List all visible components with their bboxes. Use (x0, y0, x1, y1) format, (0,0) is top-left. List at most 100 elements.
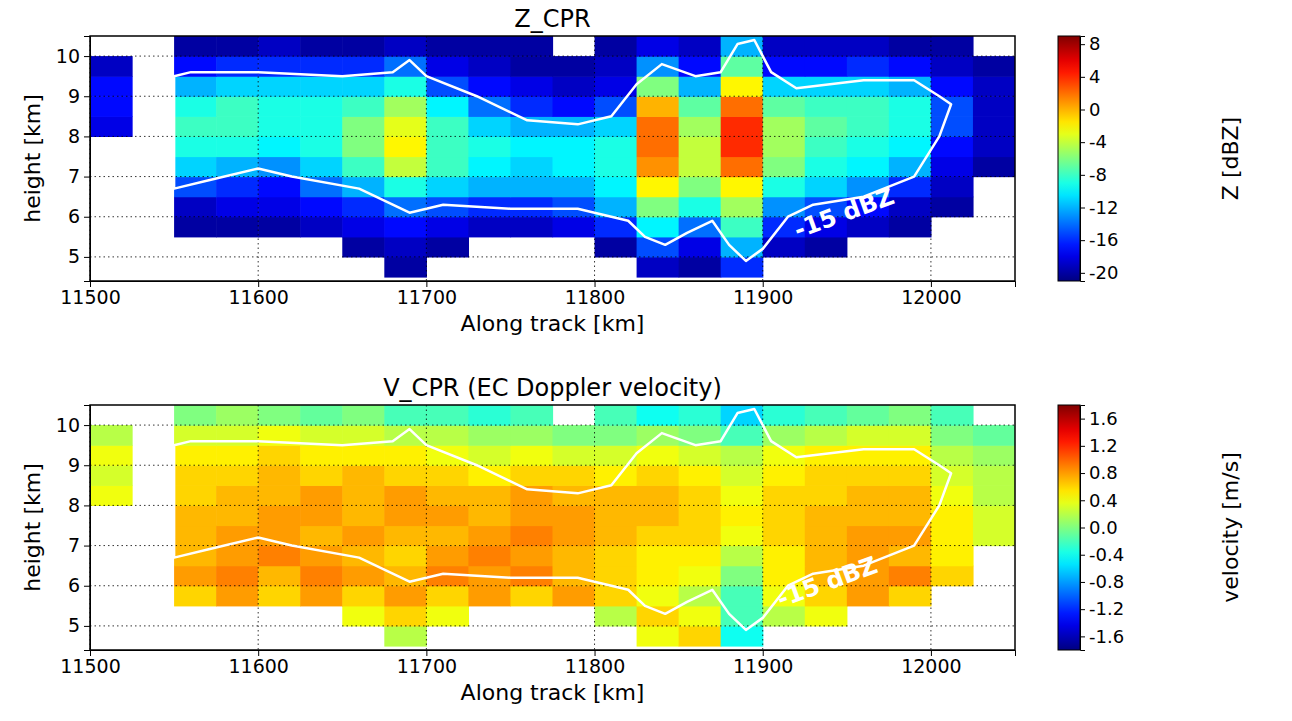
heatmap-cell (595, 505, 638, 526)
tick-mark (84, 177, 90, 178)
heatmap-cell (595, 237, 638, 258)
heatmap-cell (468, 525, 511, 546)
heatmap-cell (342, 156, 385, 177)
heatmap-cell (721, 485, 764, 506)
grid-line-x (930, 405, 931, 650)
heatmap-cell (468, 485, 511, 506)
heatmap-cell (931, 425, 974, 446)
heatmap-cell (510, 197, 553, 218)
heatmap-cell (637, 566, 680, 587)
y-axis: 5678910 (56, 406, 91, 651)
tick-mark (1080, 636, 1085, 637)
tick: 7 (68, 165, 90, 187)
heatmap-cell (595, 76, 638, 97)
heatmap-cell (174, 505, 217, 526)
heatmap-cell (679, 257, 722, 278)
heatmap-cell (637, 257, 680, 278)
heatmap-cell (510, 405, 553, 426)
tick: -1.2 (1080, 598, 1124, 619)
heatmap-cell (384, 626, 427, 647)
tick-label: 9 (68, 454, 80, 476)
heatmap-cell (216, 586, 259, 607)
heatmap-cell (468, 405, 511, 426)
tick-label: 8 (1089, 33, 1100, 54)
heatmap-cell (931, 96, 974, 117)
heatmap-cell (595, 606, 638, 627)
heatmap-cell (90, 116, 133, 137)
tick-label: 8 (68, 125, 80, 147)
heatmap-cell (721, 546, 764, 567)
tick-label: 9 (68, 85, 80, 107)
heatmap-cell (258, 586, 301, 607)
heatmap-cell (258, 197, 301, 218)
heatmap-cell (174, 116, 217, 137)
heatmap-cell (174, 36, 217, 57)
heatmap-cell (595, 96, 638, 117)
heatmap-cell (510, 96, 553, 117)
heatmap-cell (384, 465, 427, 486)
heatmap-cell (679, 626, 722, 647)
heatmap-cell (426, 217, 469, 238)
tick: 10 (56, 45, 90, 67)
x-axis-title: Along track [km] (461, 680, 645, 705)
tick: 11600 (228, 281, 288, 308)
heatmap-cell (805, 116, 848, 137)
tick-label: 11600 (228, 286, 288, 308)
heatmap-cell (468, 56, 511, 77)
tick-mark (1080, 500, 1085, 501)
heatmap-cell (721, 566, 764, 587)
heatmap-cell (595, 586, 638, 607)
grid-line-y (90, 625, 1015, 626)
heatmap-cell (721, 217, 764, 238)
tick-label: 11900 (733, 655, 793, 677)
heatmap-cell (973, 465, 1015, 486)
heatmap-cell (553, 525, 596, 546)
heatmap-cell (300, 36, 343, 57)
colorbar-title: velocity [m/s] (1218, 452, 1243, 602)
tick-label: -0.8 (1089, 571, 1124, 592)
heatmap-cell (384, 546, 427, 567)
tick: 4 (1080, 66, 1100, 87)
tick-label: -12 (1089, 197, 1118, 218)
contour-layer (174, 40, 951, 261)
heatmap-cell (426, 465, 469, 486)
heatmap-cell (426, 96, 469, 117)
heatmap-cell (174, 465, 217, 486)
heatmap-cell (637, 505, 680, 526)
grid-line-x (426, 36, 427, 281)
heatmap-cell (300, 465, 343, 486)
heatmap-cell (174, 217, 217, 238)
heatmap-cell (216, 36, 259, 57)
heatmap-cell (342, 405, 385, 426)
plot-area (90, 405, 1015, 647)
heatmap-cell (426, 425, 469, 446)
heatmap-cell (342, 606, 385, 627)
heatmap-cell (300, 566, 343, 587)
heatmap-cell (426, 177, 469, 198)
tick-mark (1080, 77, 1085, 78)
panel: 1150011600117001180011900120005678910Z_C… (20, 5, 1243, 336)
heatmap-cell (553, 566, 596, 587)
heatmap-cell (384, 405, 427, 426)
grid-line-y (90, 465, 1015, 466)
heatmap-cell (468, 445, 511, 466)
tick-label: 0.8 (1089, 462, 1118, 483)
heatmap-cell (805, 156, 848, 177)
heatmap-cell (553, 96, 596, 117)
tick-label: 11800 (565, 655, 625, 677)
heatmap-cell (510, 525, 553, 546)
contour-line (174, 40, 951, 261)
heatmap-cell (973, 96, 1015, 117)
chart-root: 1150011600117001180011900120005678910Z_C… (0, 0, 1292, 721)
heatmap-cell (721, 626, 764, 647)
heatmap-cell (595, 136, 638, 157)
heatmap-cell (468, 96, 511, 117)
x-axis: 115001160011700118001190012000 (60, 650, 1015, 677)
plot-area (90, 36, 1015, 278)
heatmap-cell (679, 36, 722, 57)
colorbar-title: Z [dBZ] (1218, 117, 1243, 200)
tick: 5 (68, 614, 90, 636)
tick: -0.4 (1080, 544, 1124, 565)
heatmap-cell (384, 56, 427, 77)
heatmap-cell (721, 177, 764, 198)
